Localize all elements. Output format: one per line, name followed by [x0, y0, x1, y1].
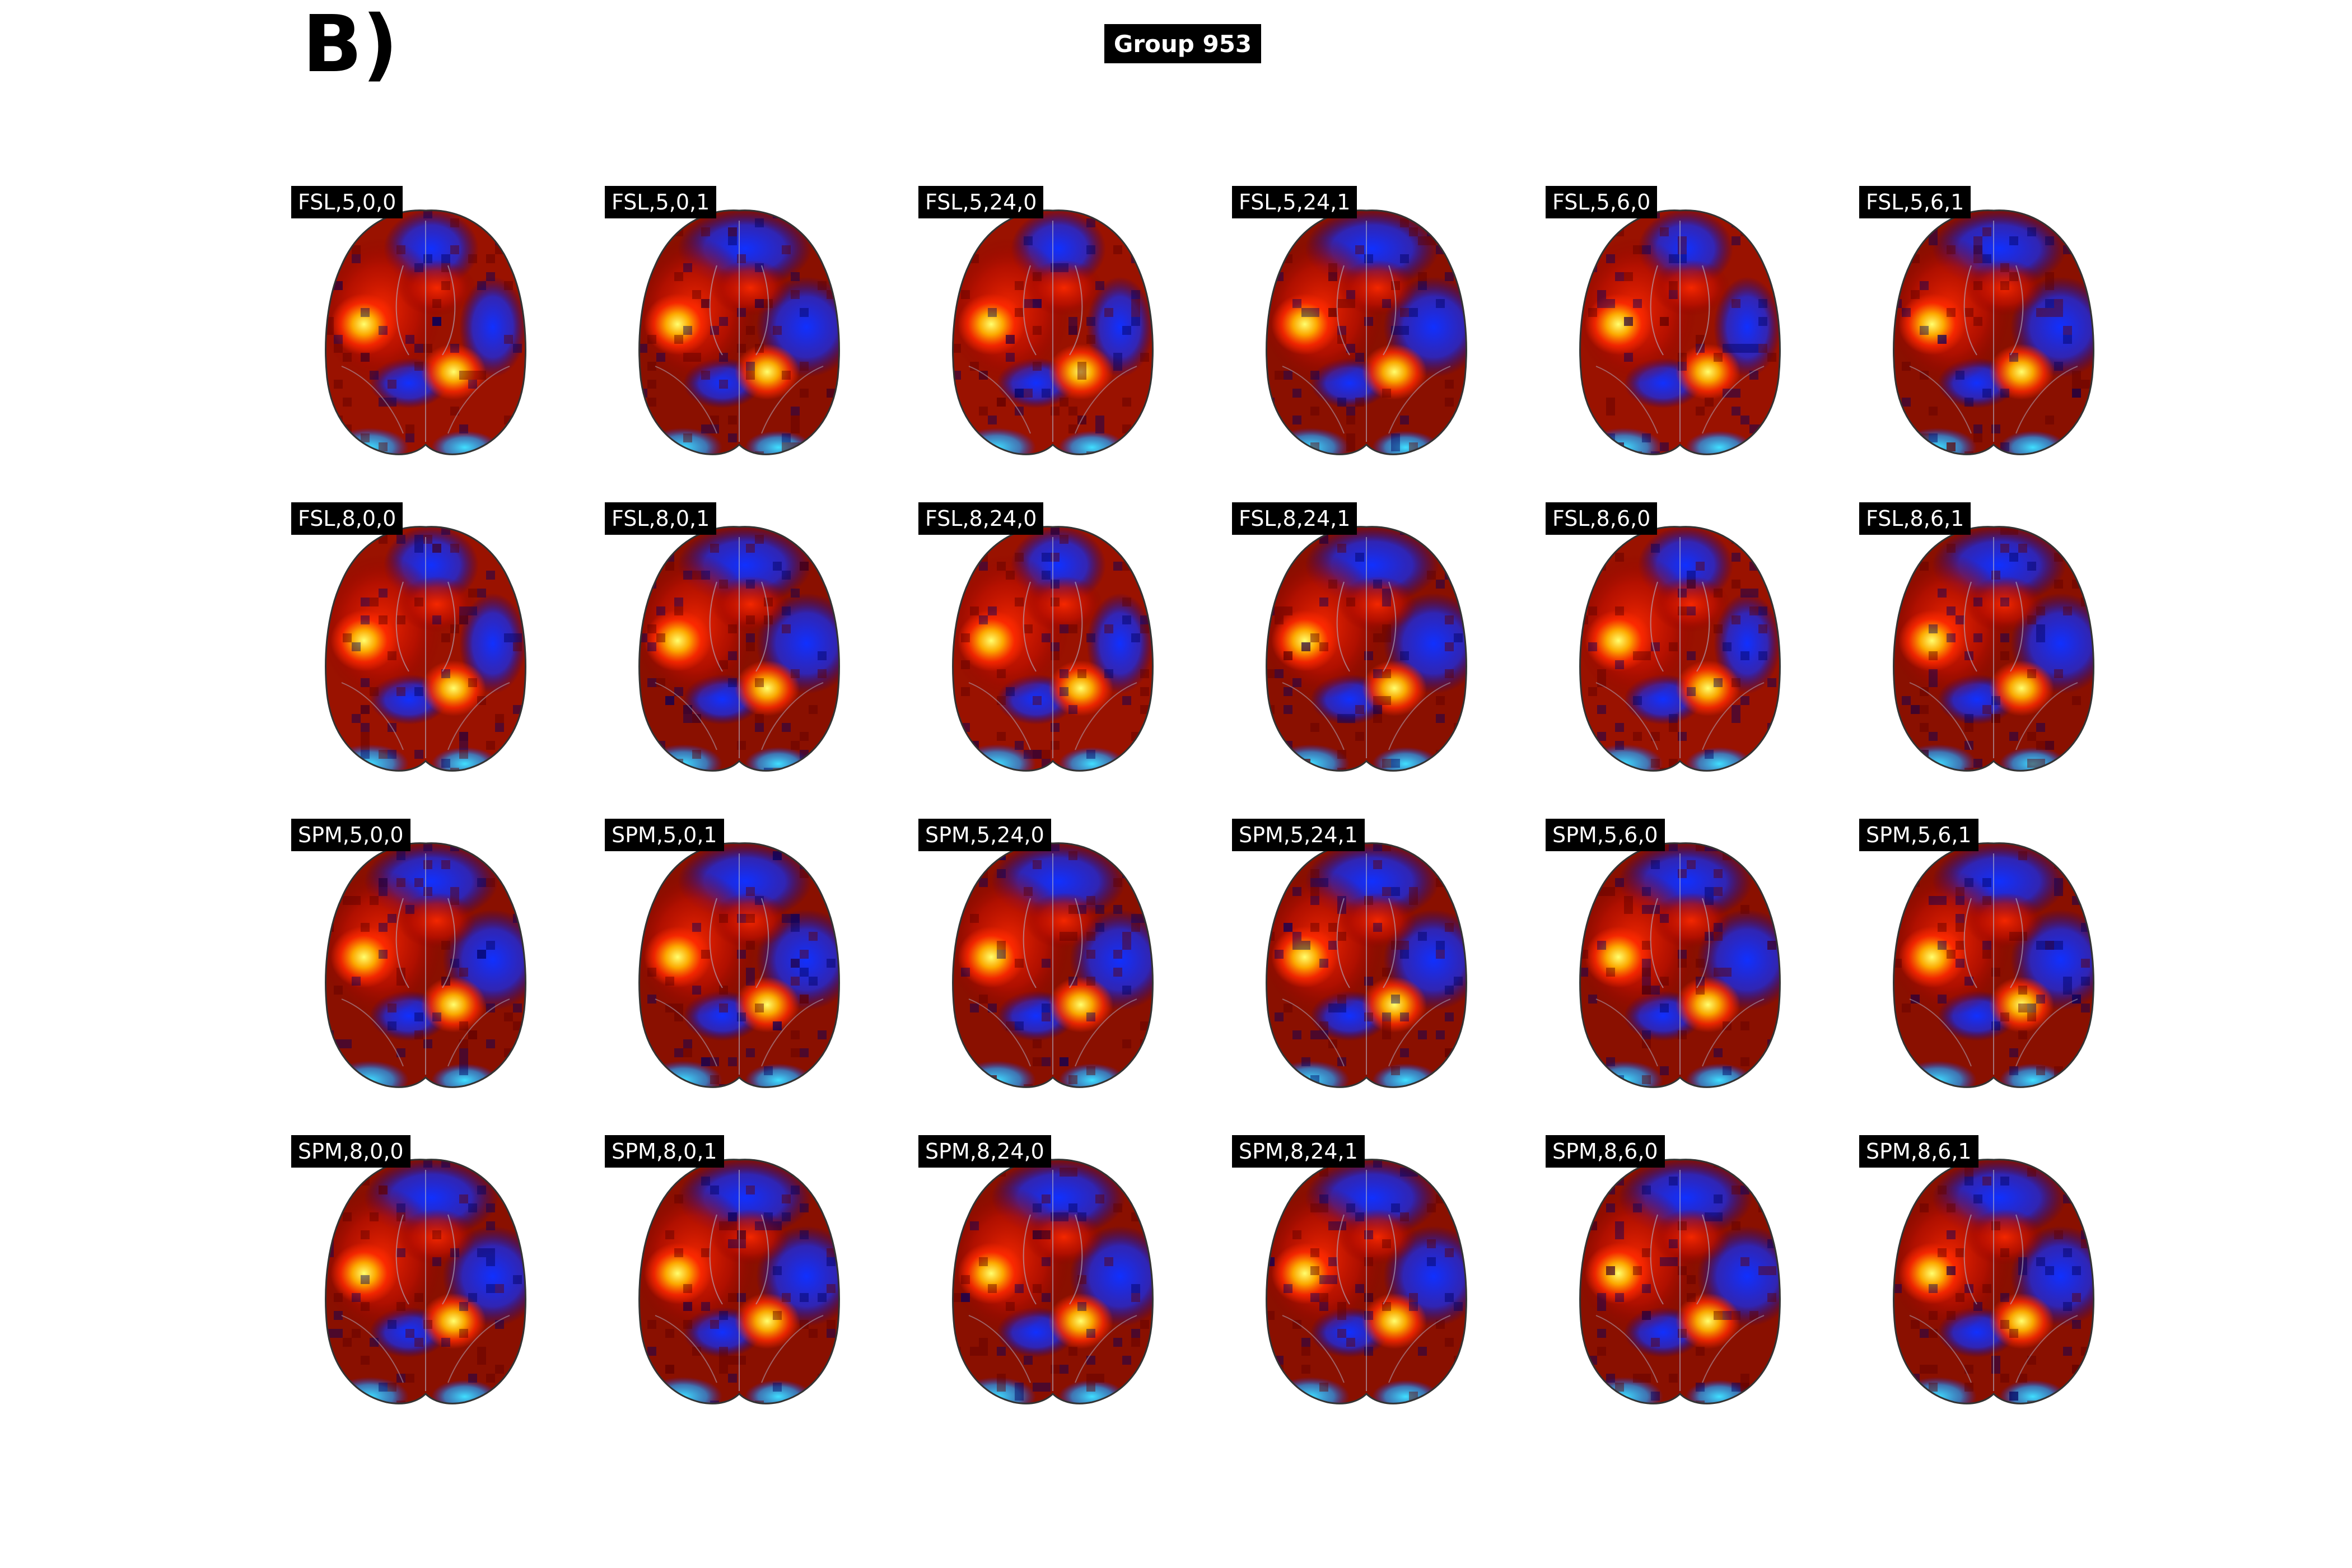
map-label: SPM,5,6,0 [1546, 819, 1665, 851]
brain-map-cell: FSL,8,0,0 [291, 502, 605, 794]
map-label: FSL,5,6,0 [1546, 186, 1658, 218]
map-label: SPM,5,6,1 [1859, 819, 1978, 851]
brain-map-cell: SPM,8,6,1 [1859, 1135, 2173, 1426]
brain-map-cell: SPM,5,0,1 [605, 819, 918, 1110]
brain-map-cell: SPM,5,24,1 [1232, 819, 1546, 1110]
brain-slice-image [325, 209, 526, 455]
brain-slice-image [1266, 209, 1467, 455]
brain-map-cell: FSL,5,24,0 [918, 186, 1232, 477]
map-label: SPM,5,24,0 [918, 819, 1051, 851]
brain-slice-image [1266, 526, 1467, 772]
brain-map-cell: SPM,8,0,0 [291, 1135, 605, 1426]
brain-map-cell: FSL,8,6,1 [1859, 502, 2173, 794]
brain-slice-image [325, 1159, 526, 1404]
map-label: FSL,5,6,1 [1859, 186, 1971, 218]
map-label: FSL,5,24,1 [1232, 186, 1357, 218]
brain-map-cell: SPM,5,0,0 [291, 819, 605, 1110]
map-label: SPM,8,0,1 [605, 1135, 724, 1168]
brain-slice-image [1579, 209, 1781, 455]
brain-map-cell: SPM,8,0,1 [605, 1135, 918, 1426]
map-label: SPM,5,24,1 [1232, 819, 1365, 851]
map-label: SPM,5,0,0 [291, 819, 410, 851]
brain-slice-image [1266, 1159, 1467, 1404]
map-label: SPM,8,6,0 [1546, 1135, 1665, 1168]
map-label: FSL,8,24,0 [918, 502, 1044, 535]
map-label: FSL,8,24,1 [1232, 502, 1357, 535]
brain-map-cell: SPM,5,6,1 [1859, 819, 2173, 1110]
brain-slice-image [1893, 526, 2094, 772]
map-label: FSL,8,0,0 [291, 502, 403, 535]
brain-map-cell: SPM,8,24,0 [918, 1135, 1232, 1426]
brain-slice-image [638, 842, 840, 1088]
map-label: FSL,8,6,1 [1859, 502, 1971, 535]
map-label: FSL,5,24,0 [918, 186, 1044, 218]
map-label: FSL,8,0,1 [605, 502, 717, 535]
brain-map-cell: SPM,8,6,0 [1546, 1135, 1859, 1426]
brain-map-cell: FSL,5,6,1 [1859, 186, 2173, 477]
brain-map-cell: FSL,8,24,1 [1232, 502, 1546, 794]
brain-map-cell: SPM,8,24,1 [1232, 1135, 1546, 1426]
panel-letter: B) [302, 0, 398, 90]
map-label: SPM,8,0,0 [291, 1135, 410, 1168]
map-label: SPM,8,6,1 [1859, 1135, 1978, 1168]
brain-slice-image [1893, 842, 2094, 1088]
map-label: SPM,8,24,0 [918, 1135, 1051, 1168]
brain-slice-image [638, 526, 840, 772]
brain-slice-image [325, 526, 526, 772]
brain-slice-image [952, 842, 1154, 1088]
brain-slice-image [638, 209, 840, 455]
brain-map-cell: FSL,5,24,1 [1232, 186, 1546, 477]
brain-map-cell: FSL,5,6,0 [1546, 186, 1859, 477]
brain-slice-image [1579, 1159, 1781, 1404]
brain-slice-image [952, 526, 1154, 772]
brain-slice-image [325, 842, 526, 1088]
brain-map-cell: SPM,5,6,0 [1546, 819, 1859, 1110]
brain-slice-image [1579, 526, 1781, 772]
brain-slice-image [952, 1159, 1154, 1404]
brain-map-cell: SPM,5,24,0 [918, 819, 1232, 1110]
brain-map-cell: FSL,5,0,0 [291, 186, 605, 477]
brain-slice-image [952, 209, 1154, 455]
map-label: SPM,5,0,1 [605, 819, 724, 851]
map-label: FSL,5,0,1 [605, 186, 717, 218]
brain-slice-image [638, 1159, 840, 1404]
map-label: SPM,8,24,1 [1232, 1135, 1365, 1168]
brain-slice-image [1579, 842, 1781, 1088]
brain-slice-image [1893, 1159, 2094, 1404]
brain-map-cell: FSL,5,0,1 [605, 186, 918, 477]
map-label: FSL,5,0,0 [291, 186, 403, 218]
brain-map-cell: FSL,8,24,0 [918, 502, 1232, 794]
group-title: Group 953 [1104, 24, 1261, 63]
map-label: FSL,8,6,0 [1546, 502, 1658, 535]
brain-map-cell: FSL,8,0,1 [605, 502, 918, 794]
brain-slice-image [1893, 209, 2094, 455]
brain-slice-image [1266, 842, 1467, 1088]
brain-map-cell: FSL,8,6,0 [1546, 502, 1859, 794]
